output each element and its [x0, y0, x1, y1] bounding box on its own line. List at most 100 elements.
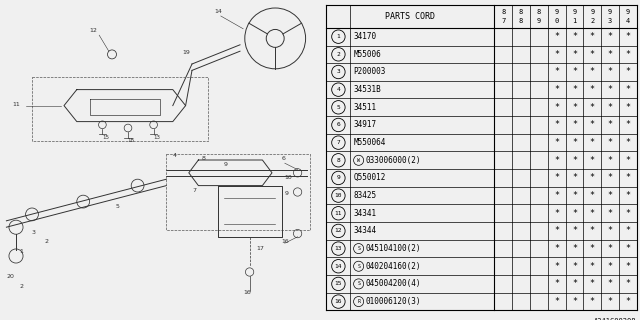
Text: *: * [554, 227, 559, 236]
Text: M55006: M55006 [354, 50, 381, 59]
Text: *: * [554, 173, 559, 182]
Text: 34917: 34917 [354, 120, 377, 130]
Text: 7: 7 [501, 18, 506, 24]
Text: *: * [625, 103, 630, 112]
Text: *: * [572, 227, 577, 236]
Text: *: * [607, 103, 612, 112]
Text: 3: 3 [337, 69, 340, 75]
Text: *: * [554, 120, 559, 130]
Text: 13: 13 [335, 246, 342, 251]
Text: *: * [554, 191, 559, 200]
Text: *: * [607, 244, 612, 253]
Text: 2: 2 [337, 52, 340, 57]
Text: 8: 8 [519, 18, 524, 24]
Text: Q550012: Q550012 [354, 173, 386, 182]
Text: *: * [607, 279, 612, 288]
Text: *: * [590, 120, 595, 130]
Text: 4: 4 [173, 153, 177, 158]
Text: *: * [607, 68, 612, 76]
Text: *: * [572, 85, 577, 94]
Text: S: S [357, 281, 360, 286]
Text: 12: 12 [335, 228, 342, 233]
Text: 9: 9 [590, 9, 595, 15]
Text: *: * [607, 32, 612, 41]
Text: *: * [625, 85, 630, 94]
Text: 16: 16 [282, 239, 289, 244]
Text: S: S [357, 264, 360, 269]
Text: *: * [590, 227, 595, 236]
Text: *: * [607, 191, 612, 200]
Text: *: * [607, 120, 612, 130]
Text: 033006000(2): 033006000(2) [365, 156, 420, 165]
Text: *: * [625, 173, 630, 182]
Text: 9: 9 [285, 191, 289, 196]
Text: *: * [625, 262, 630, 271]
Text: 34170: 34170 [354, 32, 377, 41]
Text: *: * [625, 191, 630, 200]
Text: *: * [572, 297, 577, 306]
Text: 1: 1 [337, 34, 340, 39]
Text: *: * [572, 32, 577, 41]
Text: 040204160(2): 040204160(2) [365, 262, 420, 271]
Text: *: * [625, 244, 630, 253]
Text: 34341: 34341 [354, 209, 377, 218]
Text: 2: 2 [590, 18, 595, 24]
Text: *: * [625, 68, 630, 76]
Text: 8: 8 [519, 9, 524, 15]
Text: *: * [607, 50, 612, 59]
Text: *: * [590, 262, 595, 271]
Text: 34531B: 34531B [354, 85, 381, 94]
Text: 10: 10 [285, 175, 292, 180]
Text: *: * [554, 85, 559, 94]
Text: *: * [572, 173, 577, 182]
Text: 7: 7 [337, 140, 340, 145]
Text: 045104100(2): 045104100(2) [365, 244, 420, 253]
Text: P200003: P200003 [354, 68, 386, 76]
Text: *: * [625, 50, 630, 59]
Text: 2: 2 [19, 284, 23, 289]
Text: 5: 5 [337, 105, 340, 110]
Text: *: * [572, 103, 577, 112]
Text: *: * [607, 173, 612, 182]
Text: *: * [554, 244, 559, 253]
Text: 2: 2 [45, 239, 49, 244]
Text: 15: 15 [335, 281, 342, 286]
Text: *: * [607, 85, 612, 94]
Text: 19: 19 [182, 51, 190, 55]
Text: 16: 16 [243, 291, 251, 295]
Text: 9: 9 [626, 9, 630, 15]
Text: 8: 8 [501, 9, 506, 15]
Text: *: * [554, 68, 559, 76]
Text: 10: 10 [335, 193, 342, 198]
Text: A341C00208: A341C00208 [595, 318, 637, 320]
Text: 7: 7 [192, 188, 196, 193]
Text: 34511: 34511 [354, 103, 377, 112]
Text: 9: 9 [224, 163, 228, 167]
Text: 6: 6 [337, 123, 340, 127]
Text: 14: 14 [335, 264, 342, 269]
Text: 18: 18 [128, 139, 134, 143]
Text: *: * [554, 138, 559, 147]
Text: 8: 8 [537, 9, 541, 15]
Text: 0: 0 [555, 18, 559, 24]
Text: *: * [554, 32, 559, 41]
Text: 9: 9 [555, 9, 559, 15]
Text: *: * [625, 32, 630, 41]
Text: 4: 4 [337, 87, 340, 92]
Text: S: S [357, 246, 360, 251]
Text: *: * [572, 262, 577, 271]
Text: 1: 1 [572, 18, 577, 24]
Text: *: * [554, 156, 559, 165]
Text: M550064: M550064 [354, 138, 386, 147]
Text: 9: 9 [572, 9, 577, 15]
Text: 1: 1 [19, 249, 23, 254]
Text: *: * [625, 120, 630, 130]
Text: 3: 3 [32, 230, 36, 235]
Text: *: * [554, 103, 559, 112]
Text: 8: 8 [202, 156, 205, 161]
Text: 20: 20 [6, 274, 14, 279]
Text: *: * [554, 279, 559, 288]
Text: 16: 16 [335, 299, 342, 304]
Text: *: * [590, 173, 595, 182]
Text: 9: 9 [608, 9, 612, 15]
